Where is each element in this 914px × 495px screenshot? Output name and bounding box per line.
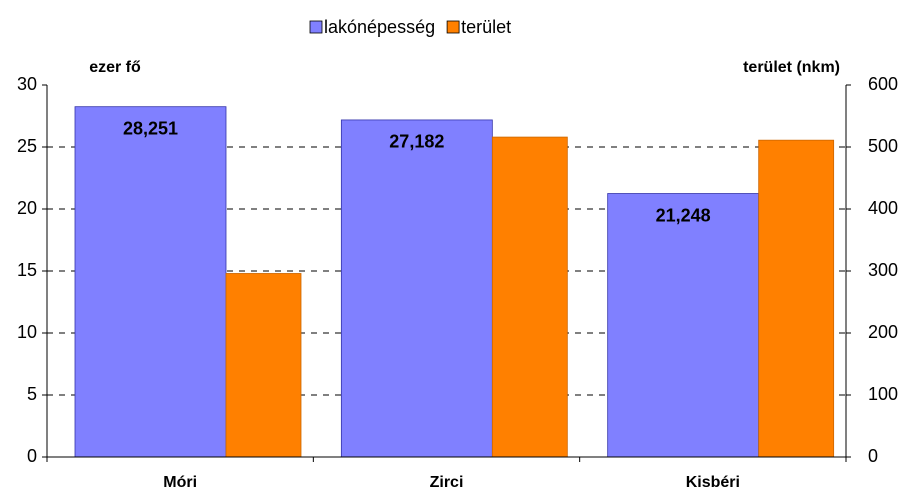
data-label: 21,248: [656, 205, 711, 225]
bar: [225, 273, 302, 458]
y2-tick-label: 100: [868, 384, 898, 404]
y-tick-label: 20: [17, 198, 37, 218]
data-label: 28,251: [123, 118, 178, 138]
y-tick-label: 15: [17, 260, 37, 280]
legend-label: terület: [461, 17, 511, 37]
y2-tick-label: 600: [868, 74, 898, 94]
y-tick-label: 25: [17, 136, 37, 156]
legend-swatch: [309, 20, 323, 34]
y2-tick-label: 400: [868, 198, 898, 218]
y2-axis-label: terület (nkm): [743, 59, 840, 76]
y-tick-label: 10: [17, 322, 37, 342]
data-label: 27,182: [389, 132, 444, 152]
x-tick-label: Móri: [163, 474, 197, 491]
y2-tick-label: 200: [868, 322, 898, 342]
x-tick-label: Zirci: [430, 474, 464, 491]
legend-swatch: [446, 20, 460, 34]
y-tick-label: 0: [27, 446, 37, 466]
bar: [758, 139, 835, 458]
x-tick-label: Kisbéri: [686, 474, 740, 491]
y-axis-label: ezer fő: [89, 59, 141, 76]
y2-tick-label: 0: [868, 446, 878, 466]
bar: [607, 193, 760, 458]
legend-label: lakónépesség: [324, 17, 435, 37]
y-tick-label: 5: [27, 384, 37, 404]
y-tick-label: 30: [17, 74, 37, 94]
bar: [340, 119, 493, 458]
bar: [74, 106, 227, 458]
bar: [491, 136, 568, 458]
y2-tick-label: 300: [868, 260, 898, 280]
y2-tick-label: 500: [868, 136, 898, 156]
